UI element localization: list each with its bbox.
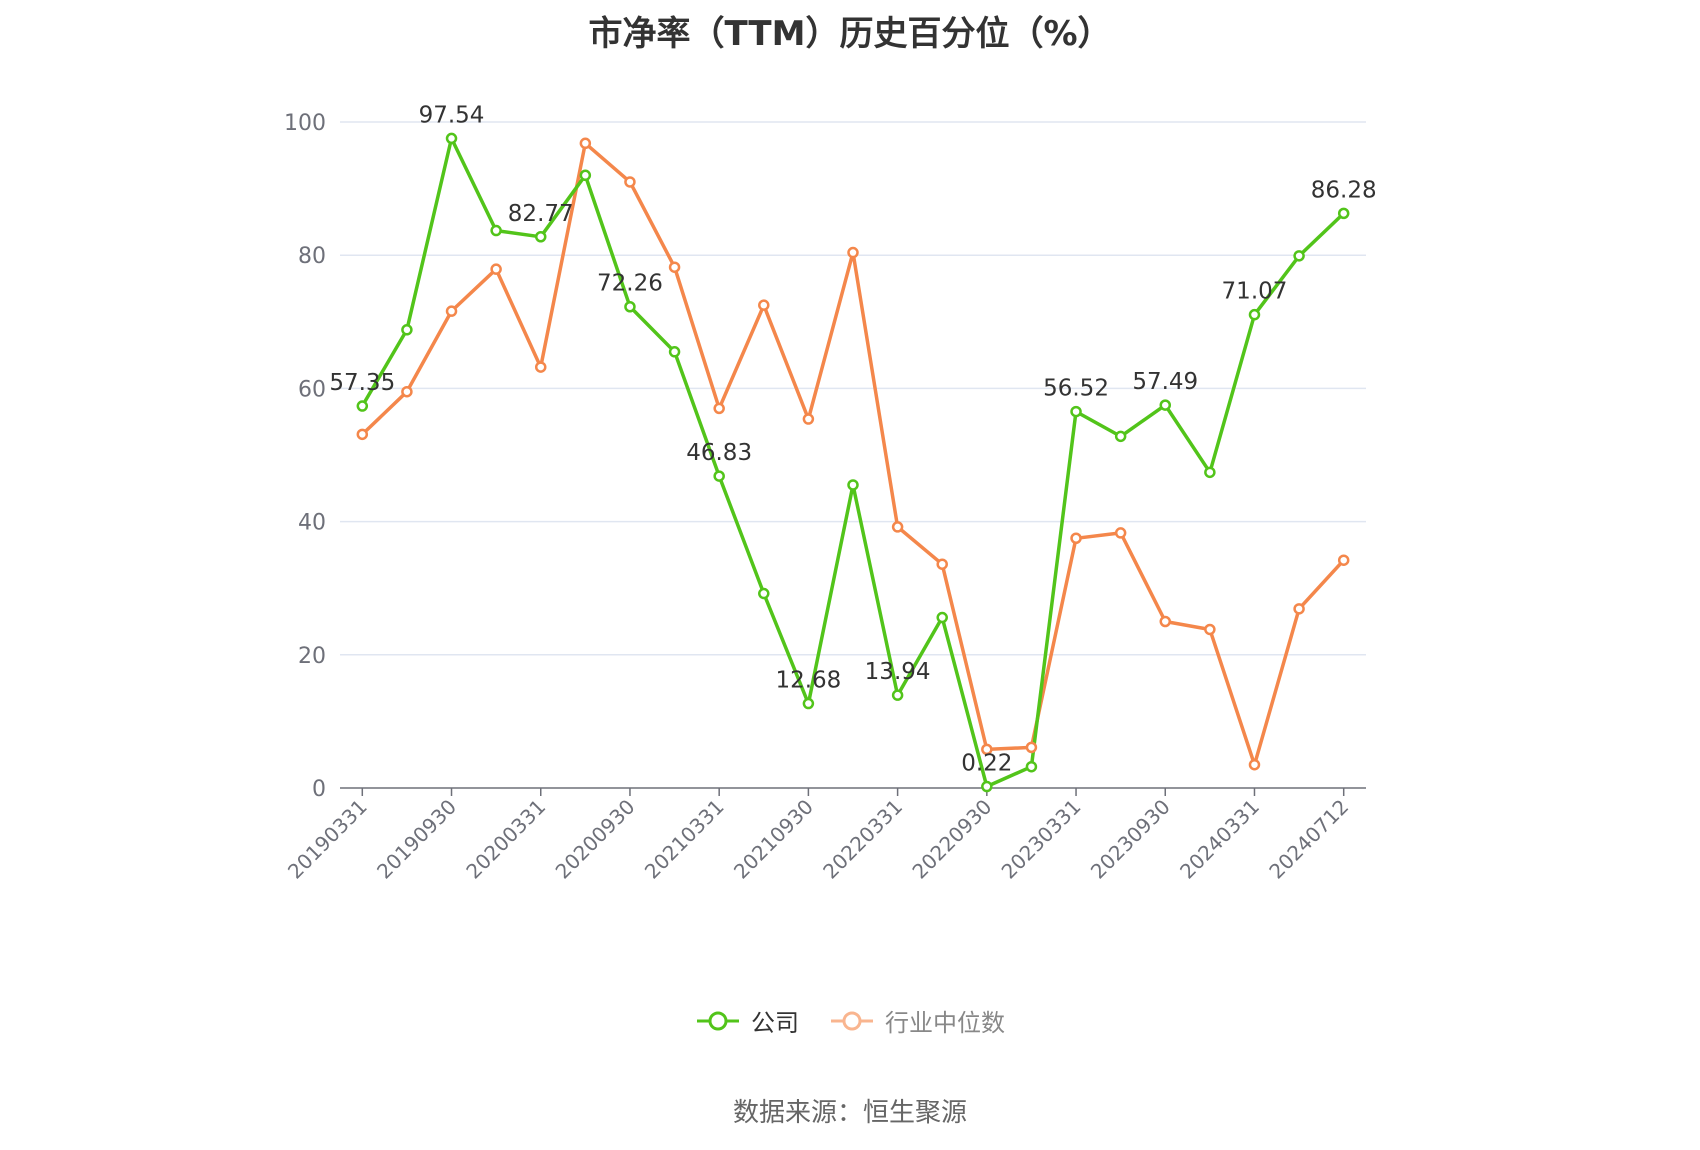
x-tick-label: 20200930 [551, 795, 640, 884]
legend-industry-label: 行业中位数 [885, 1009, 1005, 1037]
data-point[interactable] [936, 558, 948, 570]
x-tick-label: 20240331 [1175, 795, 1264, 884]
x-tick-label: 20220930 [907, 795, 996, 884]
legend-company-icon [697, 1011, 739, 1030]
x-tick-label: 20230930 [1086, 795, 1175, 884]
data-point[interactable] [1070, 532, 1082, 544]
data-point[interactable] [668, 261, 681, 273]
data-label: 86.28 [1311, 177, 1377, 203]
x-tick-label: 20190930 [372, 795, 461, 884]
x-tick-label: 20240712 [1264, 795, 1353, 884]
x-tick-label: 20230331 [997, 795, 1086, 884]
y-tick-label: 80 [298, 244, 326, 269]
legend: 公司 行业中位数 [0, 1003, 1700, 1038]
y-tick-label: 60 [298, 377, 326, 402]
data-point[interactable] [1025, 741, 1038, 754]
data-point[interactable] [356, 428, 369, 441]
data-label: 56.52 [1043, 376, 1109, 402]
data-point[interactable] [891, 689, 904, 701]
series-lines [360, 136, 1345, 789]
data-label: 57.35 [329, 370, 395, 396]
x-tick-label: 20210930 [729, 795, 818, 884]
data-point[interactable] [579, 137, 592, 150]
data-label: 0.22 [961, 751, 1012, 777]
data-point[interactable] [802, 413, 815, 425]
data-point[interactable] [624, 300, 636, 313]
x-tick-label: 20190331 [283, 795, 372, 884]
data-point[interactable] [401, 324, 413, 336]
y-tick-label: 20 [298, 644, 326, 669]
data-point[interactable] [713, 402, 725, 415]
data-point[interactable] [1248, 308, 1261, 321]
data-point[interactable] [401, 385, 413, 398]
data-point[interactable] [1070, 405, 1082, 418]
data-point[interactable] [758, 299, 770, 311]
axes: 0 20 40 60 80 100 20190331 20190930 20200331 2020… [283, 111, 1366, 884]
data-point[interactable] [624, 176, 636, 188]
chart-title: 市净率（TTM）历史百分位（%） [588, 14, 1112, 54]
data-point[interactable] [847, 479, 859, 491]
data-point[interactable] [668, 346, 681, 358]
data-point[interactable] [1159, 399, 1172, 411]
data-point[interactable] [445, 132, 458, 145]
data-point[interactable] [490, 263, 502, 275]
data-point[interactable] [1025, 760, 1038, 773]
data-point[interactable] [981, 743, 993, 756]
data-point[interactable] [936, 611, 948, 624]
data-point[interactable] [802, 697, 815, 710]
data-label: 13.94 [865, 659, 931, 685]
data-point[interactable] [490, 224, 502, 237]
x-tick-label: 20210331 [640, 795, 729, 884]
data-label: 72.26 [597, 271, 663, 297]
data-point[interactable] [713, 470, 725, 482]
y-tick-label: 0 [312, 777, 326, 802]
data-source: 数据来源：恒生聚源 [732, 1098, 967, 1128]
data-point[interactable] [891, 521, 904, 533]
data-point[interactable] [1204, 623, 1216, 636]
legend-company-label: 公司 [751, 1009, 799, 1037]
data-point[interactable] [1159, 615, 1172, 628]
data-label: 97.54 [419, 102, 485, 128]
data-point[interactable] [1248, 758, 1261, 771]
data-point[interactable] [445, 305, 458, 317]
data-label: 57.49 [1132, 369, 1198, 395]
data-label: 82.77 [508, 201, 574, 227]
grid-lines [340, 121, 1366, 656]
data-point[interactable] [1337, 207, 1350, 220]
data-point[interactable] [1293, 603, 1305, 615]
data-point[interactable] [1293, 250, 1305, 262]
x-tick-label: 20220331 [818, 795, 907, 884]
data-point[interactable] [1204, 466, 1216, 479]
y-tick-label: 100 [284, 111, 326, 136]
data-point[interactable] [1114, 527, 1127, 539]
data-point[interactable] [534, 361, 547, 373]
data-point[interactable] [1337, 554, 1350, 566]
data-label: 12.68 [775, 668, 841, 694]
data-point[interactable] [579, 169, 592, 182]
data-label: 71.07 [1222, 279, 1288, 305]
series-line-0 [360, 136, 1345, 789]
data-point[interactable] [981, 780, 993, 793]
x-tick-label: 20200331 [461, 795, 550, 884]
data-points [356, 132, 1350, 793]
data-point[interactable] [1114, 430, 1127, 443]
data-label: 46.83 [686, 440, 752, 466]
data-point[interactable] [356, 400, 369, 412]
y-tick-label: 40 [298, 511, 326, 536]
data-labels: 57.35 97.54 82.77 72.26 46.83 12.68 13.94 0.22 5… [329, 102, 1376, 776]
data-point[interactable] [847, 246, 859, 259]
legend-item-company[interactable]: 公司 [695, 1003, 799, 1038]
legend-item-industry-median[interactable]: 行业中位数 [829, 1003, 1005, 1038]
data-point[interactable] [534, 231, 547, 243]
legend-industry-icon [831, 1011, 873, 1030]
data-point[interactable] [758, 587, 770, 600]
